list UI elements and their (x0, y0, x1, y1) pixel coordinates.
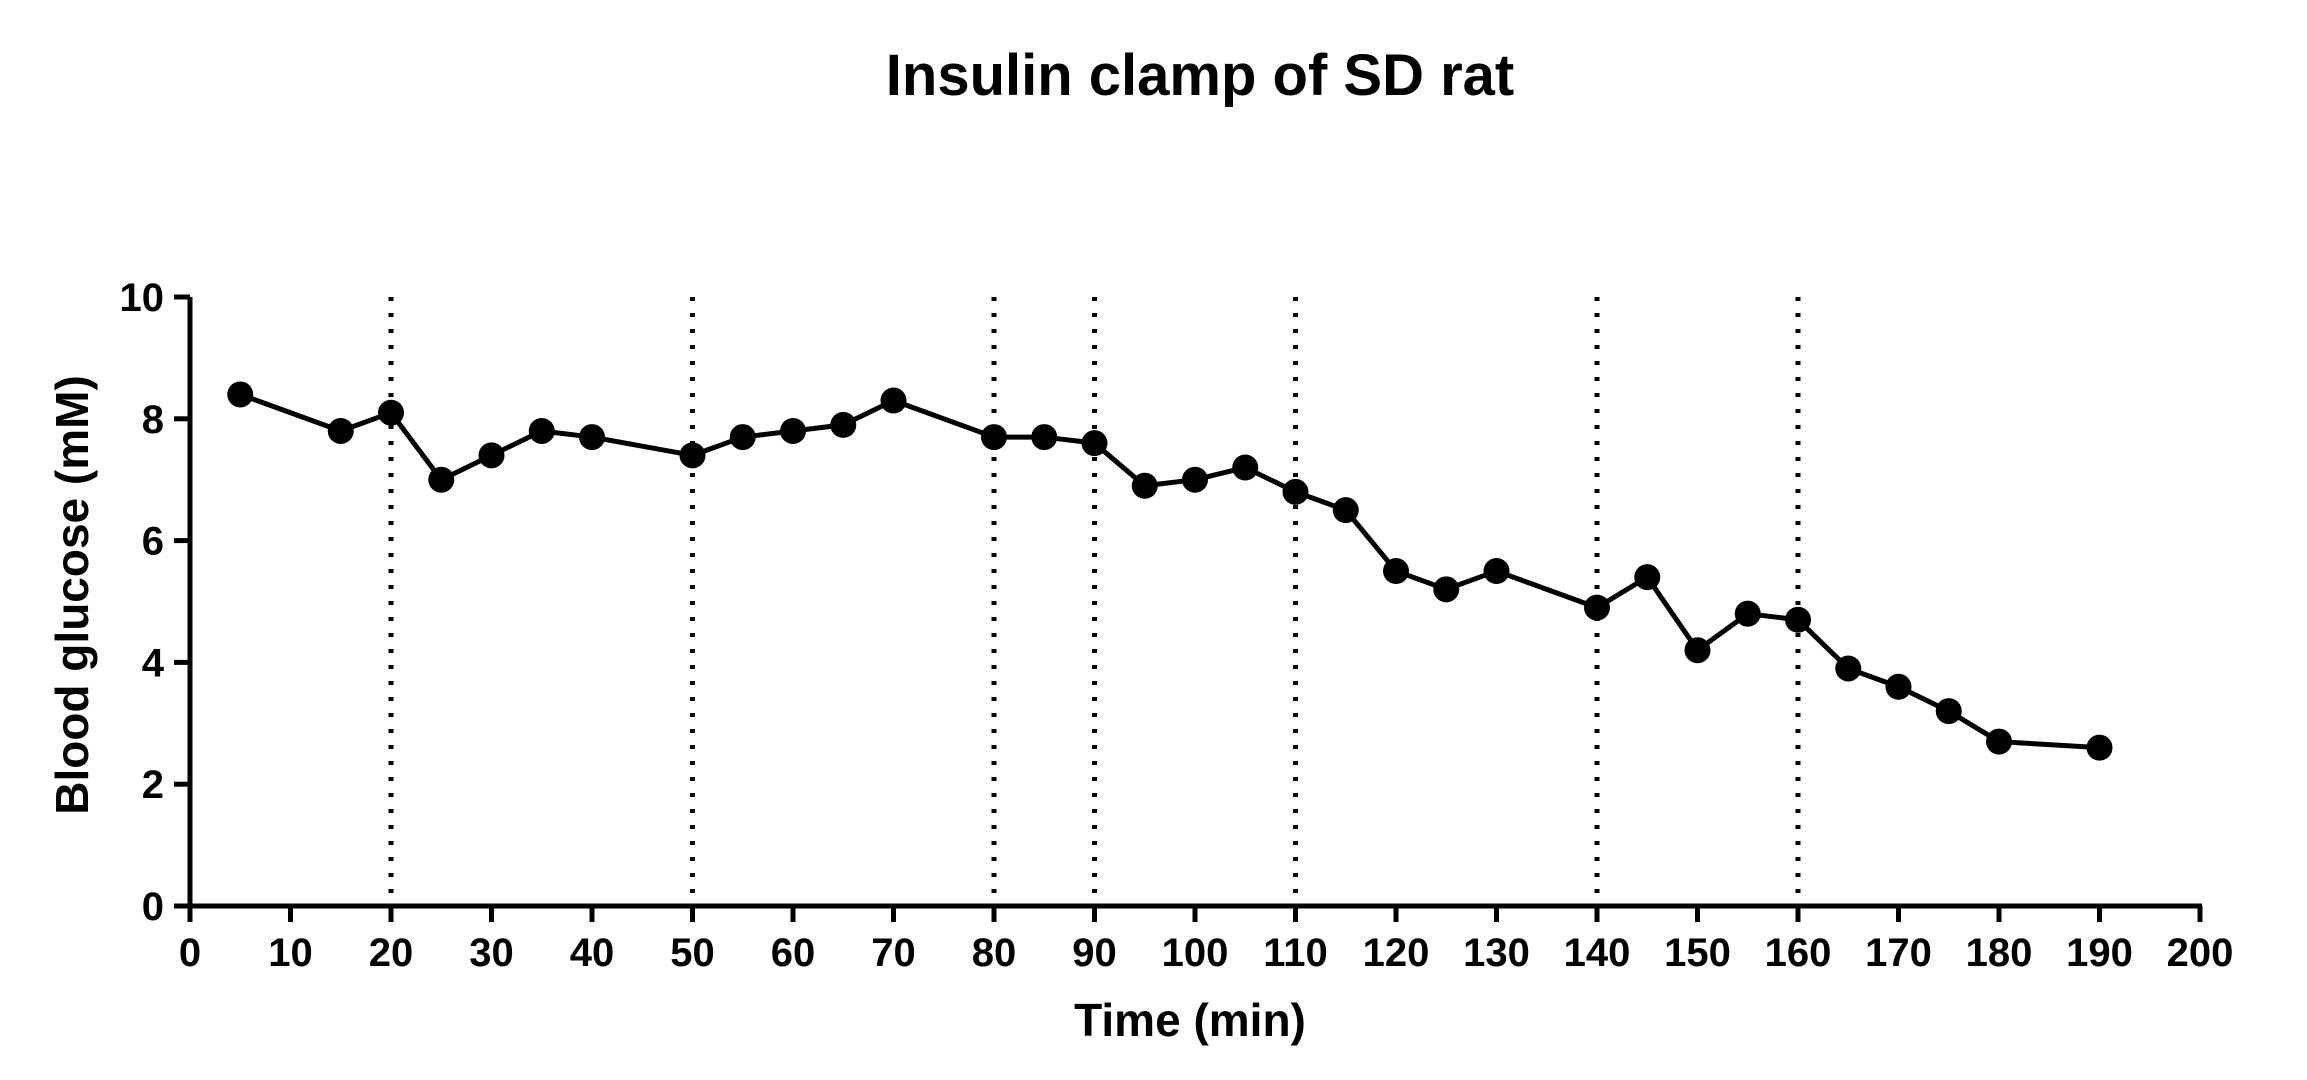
x-tick-label: 30 (469, 931, 514, 975)
x-tick-label: 150 (1664, 931, 1731, 975)
data-point (1282, 478, 1309, 505)
x-tick-label: 60 (771, 931, 816, 975)
data-point (528, 417, 555, 444)
data-point (729, 424, 756, 451)
data-point (1734, 600, 1761, 627)
data-point (880, 387, 907, 414)
data-point (1634, 564, 1661, 591)
y-tick-label: 6 (142, 520, 164, 564)
y-axis-label: Blood glucose (mM) (46, 375, 98, 815)
data-point (327, 417, 354, 444)
data-point (1785, 606, 1811, 633)
data-point (1081, 430, 1108, 457)
data-point (1885, 673, 1912, 700)
data-point (1935, 698, 1962, 725)
axes (187, 297, 2202, 909)
data-point (1483, 558, 1510, 585)
y-tick-label: 0 (142, 885, 164, 929)
data-point (1986, 728, 2012, 755)
data-point (780, 417, 806, 444)
data-point (1131, 472, 1158, 499)
chart-title: Insulin clamp of SD rat (886, 43, 1514, 108)
data-point (1182, 466, 1208, 493)
data-point (1684, 637, 1711, 664)
data-point (1433, 576, 1460, 603)
data-point (679, 442, 706, 469)
data-point (1383, 558, 1409, 585)
data-series (227, 381, 2113, 761)
x-tick-label: 130 (1463, 931, 1530, 975)
data-point (227, 381, 254, 408)
y-tick-label: 10 (120, 276, 165, 320)
x-tick-label: 110 (1263, 931, 1328, 975)
x-tick-label: 180 (1966, 931, 2033, 975)
x-tick-label: 20 (369, 931, 414, 975)
x-tick-label: 160 (1765, 931, 1832, 975)
x-tick-label: 10 (268, 931, 313, 975)
x-tick-label: 200 (2167, 931, 2234, 975)
data-point (428, 466, 455, 493)
y-tick-label: 2 (142, 763, 164, 807)
x-tick-label: 190 (2066, 931, 2133, 975)
data-point (1332, 497, 1359, 524)
y-tick-label: 8 (142, 398, 164, 442)
x-tick-label: 170 (1865, 931, 1932, 975)
x-tick-label: 140 (1564, 931, 1631, 975)
x-tick-label: 40 (570, 931, 615, 975)
data-point (830, 411, 857, 438)
data-point (1031, 424, 1058, 451)
series-line (239, 392, 2100, 751)
data-point (981, 424, 1007, 451)
x-tick-label: 90 (1072, 931, 1117, 975)
x-tick-label: 50 (670, 931, 715, 975)
data-point (1232, 454, 1259, 481)
x-tick-label: 80 (972, 931, 1017, 975)
data-point (1584, 594, 1610, 621)
y-tick-label: 4 (142, 641, 165, 685)
x-tick-label: 120 (1363, 931, 1430, 975)
x-tick-label: 100 (1162, 931, 1229, 975)
data-point (378, 399, 404, 426)
data-point (2086, 734, 2113, 761)
data-point (1835, 655, 1862, 682)
data-point (579, 424, 605, 451)
data-point (478, 442, 505, 469)
x-axis-label: Time (min) (1074, 994, 1306, 1046)
x-tick-label: 70 (871, 931, 916, 975)
x-tick-label: 0 (179, 931, 201, 975)
